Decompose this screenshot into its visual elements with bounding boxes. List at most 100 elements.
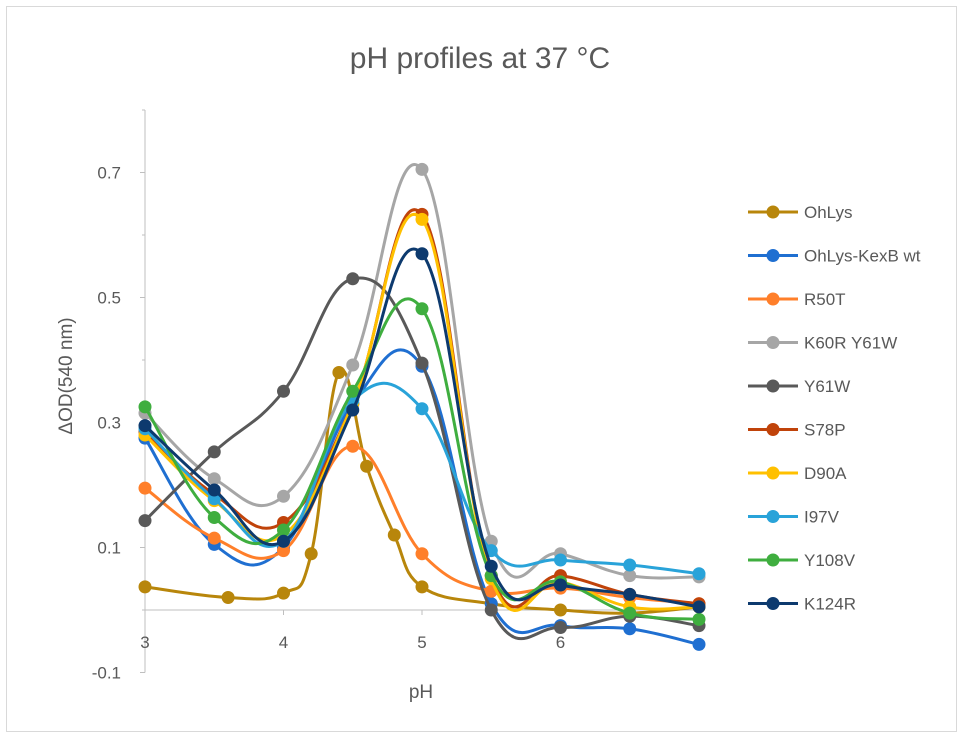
axes: -0.1 0.1 0.3 0.5 0.7 3 4 5 6 <box>92 109 699 683</box>
data-point <box>346 403 360 417</box>
data-point <box>277 586 290 600</box>
data-point <box>692 637 706 651</box>
data-point <box>277 544 290 558</box>
legend-marker <box>766 510 780 523</box>
data-point <box>554 621 567 634</box>
chart-frame <box>6 6 957 732</box>
x-tick-label: 4 <box>279 633 288 652</box>
x-tick-label: 3 <box>140 633 149 652</box>
y-tick-label: 0.3 <box>97 414 121 433</box>
legend-entry: OhLys <box>748 203 853 222</box>
legend-entry: K124R <box>748 595 856 614</box>
legend-label: I97V <box>804 508 840 527</box>
data-point <box>554 603 567 617</box>
chart-title: pH profiles at 37 °C <box>350 42 610 75</box>
legend-entry: I97V <box>748 508 840 527</box>
data-point <box>207 531 221 545</box>
data-point <box>207 483 221 497</box>
legend-entry: R50T <box>748 290 846 309</box>
data-point <box>207 511 221 524</box>
data-point <box>138 400 152 414</box>
legend-marker <box>766 336 780 349</box>
legend-label: K124R <box>804 595 856 614</box>
data-point <box>277 523 290 537</box>
series-k60r-y61w <box>138 162 706 584</box>
legend: OhLys OhLys-KexB wt R50T K60R Y61W Y61W S78P D… <box>748 203 921 614</box>
data-point <box>692 612 706 626</box>
x-tick-label: 5 <box>417 633 426 652</box>
data-point <box>346 358 360 372</box>
legend-label: Y61W <box>804 377 850 396</box>
data-point <box>415 212 429 226</box>
data-point <box>623 558 637 572</box>
data-point <box>346 439 360 453</box>
y-tick-label: 0.1 <box>97 539 121 558</box>
data-point <box>138 481 152 495</box>
data-point <box>484 559 498 573</box>
y-axis-label: ΔOD(540 nm) <box>56 317 77 434</box>
data-point <box>360 459 374 473</box>
data-point <box>623 606 637 620</box>
legend-entry: Y108V <box>748 551 856 570</box>
data-point <box>415 356 429 370</box>
data-point <box>692 600 706 614</box>
data-point <box>387 528 401 542</box>
data-point <box>346 384 360 398</box>
legend-entry: OhLys-KexB wt <box>748 247 921 266</box>
y-tick-label: 0.7 <box>97 164 121 183</box>
data-point <box>304 547 318 561</box>
legend-marker <box>766 553 780 567</box>
legend-label: K60R Y61W <box>804 334 897 353</box>
data-point <box>207 445 221 459</box>
data-point <box>692 567 706 581</box>
data-point <box>138 419 152 433</box>
data-point <box>332 366 346 379</box>
legend-label: D90A <box>804 464 847 483</box>
plot-area <box>138 162 706 651</box>
data-point <box>277 384 290 398</box>
legend-marker <box>766 379 780 393</box>
x-axis-label: pH <box>409 682 433 703</box>
legend-entry: Y61W <box>748 377 850 396</box>
data-point <box>484 603 498 617</box>
legend-marker <box>766 292 780 306</box>
data-point <box>554 578 567 592</box>
series-line <box>144 444 700 606</box>
y-tick-label: 0.5 <box>97 289 121 308</box>
series-k124r <box>138 247 706 614</box>
data-point <box>415 302 429 316</box>
x-tick-label: 6 <box>556 633 565 652</box>
data-point <box>207 472 221 486</box>
legend-marker <box>766 423 780 436</box>
data-point <box>415 402 429 416</box>
legend-marker <box>766 249 780 262</box>
data-point <box>415 547 429 561</box>
data-point <box>138 514 152 528</box>
data-point <box>346 272 360 286</box>
y-tick-label: -0.1 <box>92 664 121 683</box>
legend-entry: S78P <box>748 421 846 440</box>
data-point <box>554 553 567 567</box>
data-point <box>623 587 637 601</box>
data-point <box>277 534 290 548</box>
data-point <box>623 622 637 636</box>
legend-entry: K60R Y61W <box>748 334 897 353</box>
data-point <box>138 580 152 594</box>
data-point <box>623 569 637 583</box>
legend-label: R50T <box>804 290 846 309</box>
legend-marker <box>766 205 780 219</box>
legend-label: OhLys <box>804 203 853 222</box>
legend-marker <box>766 466 780 480</box>
legend-label: OhLys-KexB wt <box>804 247 921 266</box>
data-point <box>415 247 429 261</box>
legend-label: S78P <box>804 421 846 440</box>
data-point <box>415 162 429 176</box>
data-point <box>277 489 290 503</box>
data-point <box>415 580 429 594</box>
legend-marker <box>766 597 780 610</box>
series-y108v <box>138 297 706 626</box>
data-point <box>221 591 235 604</box>
legend-entry: D90A <box>748 464 847 483</box>
legend-label: Y108V <box>804 551 856 570</box>
